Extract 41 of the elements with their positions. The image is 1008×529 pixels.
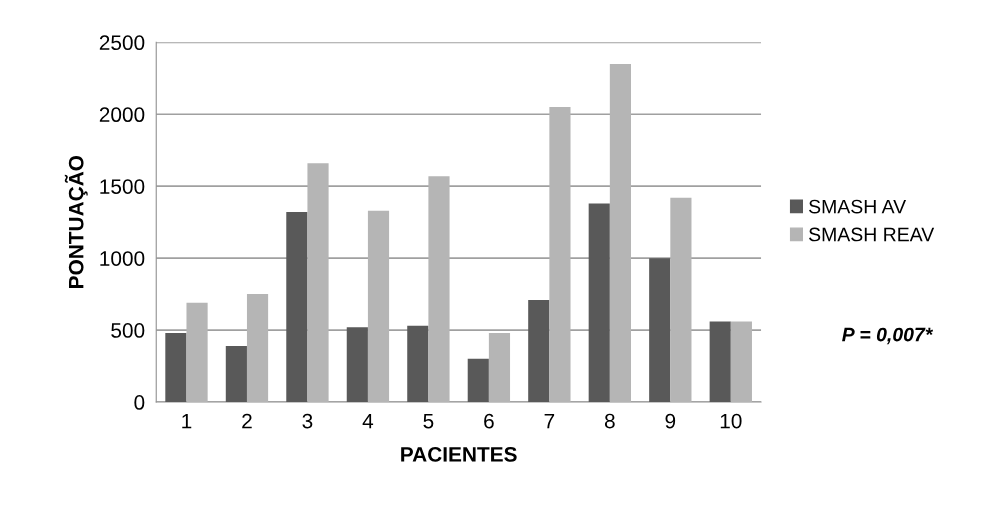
x-tick-label: 4 (362, 413, 374, 429)
bar (307, 163, 329, 403)
y-tick-label: 1000 (100, 251, 145, 266)
text: P = 0,007* (842, 327, 934, 345)
bar (467, 358, 489, 403)
x-tick-label: 6 (484, 413, 494, 429)
bar (407, 325, 429, 403)
bar (165, 332, 187, 403)
bar (186, 302, 208, 403)
y-tick-label: 2000 (99, 107, 145, 123)
y-tick-label: 0 (134, 395, 145, 410)
bar (649, 258, 671, 403)
bar (367, 210, 390, 403)
bar (730, 321, 752, 403)
bar (528, 299, 550, 403)
bar (588, 203, 610, 403)
y-tick-label: 2500 (99, 35, 145, 51)
x-tick-label: 7 (544, 413, 555, 429)
bar (709, 321, 731, 403)
x-tick-label: 2 (242, 413, 252, 429)
bar (246, 294, 269, 403)
y-tick-label: 1500 (100, 179, 145, 194)
x-tick-label: 1 (182, 413, 192, 429)
bar (670, 197, 692, 403)
bar (346, 327, 368, 403)
legend-label: SMASH AV (809, 199, 907, 214)
x-tick-label: 5 (423, 413, 434, 429)
x-axis-title: PACIENTES (401, 447, 517, 462)
bar (225, 345, 247, 403)
legend-label: SMASH REAV (809, 227, 935, 242)
bar (609, 63, 632, 403)
x-tick-label: 3 (302, 413, 313, 429)
bar (488, 332, 511, 403)
y-tick-label: 500 (111, 323, 145, 338)
bar (549, 107, 571, 403)
x-tick-label: 9 (665, 413, 676, 429)
x-tick-label: 10 (720, 413, 742, 429)
y-axis-title: PONTUAÇÃO (64, 155, 88, 288)
bar (286, 212, 308, 403)
bar (428, 176, 450, 403)
x-tick-label: 8 (604, 413, 615, 429)
